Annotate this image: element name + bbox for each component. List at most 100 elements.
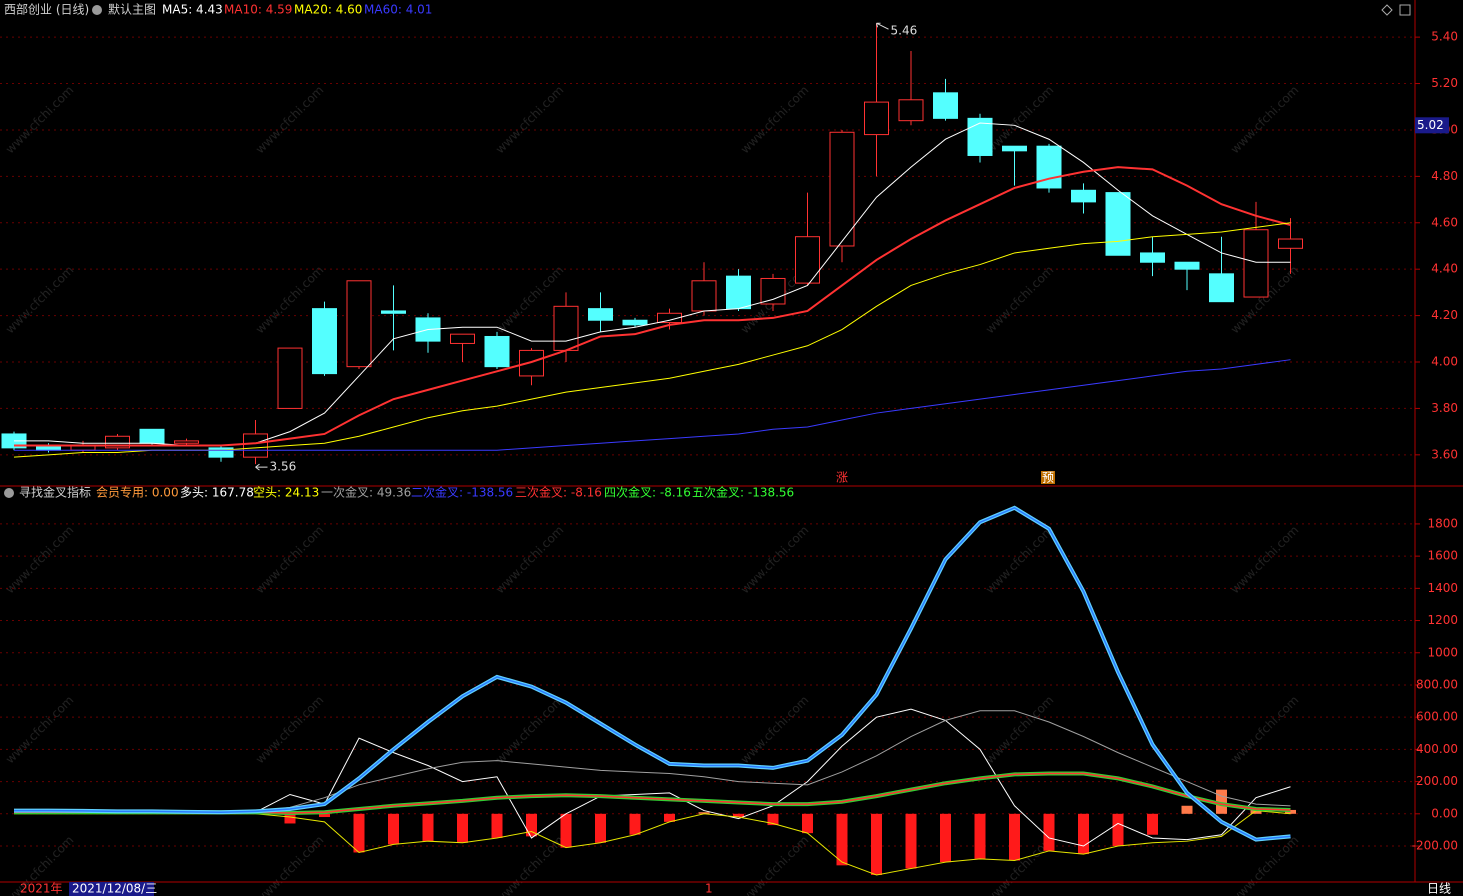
candle-body <box>346 280 372 368</box>
candle-body <box>795 236 820 284</box>
candle-body <box>726 275 751 310</box>
histogram-bar <box>698 812 710 814</box>
price-panel: 3.603.804.004.204.404.604.805.005.205.40… <box>0 22 1458 474</box>
indicator-legend: 一次金叉: 49.36 <box>321 485 411 500</box>
y-tick-label: 4.80 <box>1431 169 1458 183</box>
histogram-bar <box>1009 813 1020 861</box>
y-tick-label: 400.00 <box>1416 742 1458 756</box>
y-tick-label: 200.00 <box>1416 774 1458 788</box>
histogram-bar <box>1147 813 1158 835</box>
histogram-bar <box>1285 809 1296 814</box>
candle-body <box>588 308 613 321</box>
y-tick-label: 4.20 <box>1431 308 1458 322</box>
y-tick-label: 3.60 <box>1431 447 1458 461</box>
indicator-legend: 四次金叉: -8.16 <box>604 485 691 500</box>
histogram-bar <box>836 813 848 866</box>
indicator-legend: 三次金叉: -8.16 <box>515 485 602 500</box>
ma-line <box>14 166 1291 447</box>
candle-body <box>105 435 130 449</box>
histogram-bar <box>319 813 330 818</box>
footer-year: 2021年 <box>20 882 63 896</box>
candle-body <box>967 117 993 156</box>
histogram-bar <box>629 813 641 835</box>
ma-legend: MA5: 4.43 <box>162 3 223 17</box>
candle-body <box>208 447 234 458</box>
indicator-legend: 五次金叉: -138.56 <box>692 485 794 500</box>
y-tick-label: 1400 <box>1427 581 1458 595</box>
candle-body <box>519 349 544 377</box>
candle-body <box>657 312 682 324</box>
y-tick-label: 0.00 <box>1431 806 1458 820</box>
ma-legend: MA10: 4.59 <box>224 3 292 17</box>
candle-body <box>864 101 889 136</box>
candle-body <box>1209 273 1234 303</box>
ma-legend: MA60: 4.01 <box>364 3 432 17</box>
low-label: 3.56 <box>270 460 297 474</box>
y-tick-label: 600.00 <box>1416 710 1458 724</box>
footer-mark: 1 <box>705 882 713 896</box>
ma-legend: MA20: 4.60 <box>294 3 362 17</box>
indicator-line <box>14 506 1291 841</box>
cursor-price: 5.02 <box>1417 118 1444 132</box>
high-arrow <box>876 22 889 30</box>
indicator-panel: -200.00 0.00 200.00 400.00 600.00 800.00 1000 1… <box>0 505 1458 876</box>
period[interactable]: 日线 <box>1427 882 1451 896</box>
histogram-bar <box>802 813 813 834</box>
candle-body <box>1002 145 1027 152</box>
cursor-date-bg <box>69 882 154 896</box>
indicator-title: 寻找金叉指标 <box>19 485 91 500</box>
y-tick-label: 1600 <box>1427 549 1458 563</box>
indicator-legend: 空头: 24.13 <box>253 486 319 500</box>
histogram-bar <box>1043 813 1055 851</box>
histogram-bar <box>284 813 296 824</box>
indicator-legend: 会员专用: 0.00 <box>96 485 179 500</box>
indicator-legend: 多头: 167.78 <box>180 486 254 500</box>
icon-square[interactable] <box>1399 4 1411 16</box>
y-tick-label: 5.40 <box>1431 30 1458 44</box>
cursor-price-bg <box>1415 117 1449 134</box>
y-tick-label: 4.60 <box>1431 215 1458 229</box>
y-tick-label: 1000 <box>1427 645 1458 659</box>
histogram-bar <box>491 813 503 838</box>
candle-body <box>829 131 855 247</box>
marker: 涨 <box>836 470 848 485</box>
candle-body <box>1140 252 1165 263</box>
histogram-bar <box>1250 808 1262 814</box>
y-tick-label: 1200 <box>1427 613 1458 627</box>
candle-body <box>243 433 268 458</box>
candle-body <box>898 99 924 122</box>
histogram-bar <box>871 813 882 876</box>
y-tick-label: 5.20 <box>1431 76 1458 90</box>
y-tick-label: -200.00 <box>1412 839 1458 853</box>
icon-diamond[interactable] <box>1381 4 1393 16</box>
toggle-icon[interactable] <box>4 488 14 498</box>
histogram-bar <box>974 813 986 859</box>
histogram-bar <box>457 813 468 843</box>
candle-body <box>1174 261 1200 270</box>
candle-body <box>622 319 648 326</box>
histogram-bar <box>1112 813 1124 847</box>
histogram-bar <box>664 813 675 822</box>
histogram-bar <box>388 813 399 845</box>
cursor-date: 2021/12/08/三 <box>72 882 157 896</box>
template-name[interactable]: 默认主图 <box>108 2 156 17</box>
histogram-bar <box>940 813 951 863</box>
histogram-bar <box>767 813 779 826</box>
candle-body <box>139 428 165 444</box>
candle-body <box>381 310 406 314</box>
candle-body <box>312 308 337 375</box>
candle-body <box>484 335 510 368</box>
y-tick-label: 1800 <box>1427 516 1458 530</box>
marker: 预 <box>1042 471 1054 485</box>
candle-body <box>933 92 958 119</box>
histogram-bar <box>905 813 917 869</box>
toggle-icon[interactable] <box>92 5 102 15</box>
histogram-bar <box>733 813 744 818</box>
candle-body <box>174 440 199 444</box>
low-arrow <box>255 463 268 471</box>
candle-body <box>1071 189 1096 203</box>
marker-bg <box>1041 471 1055 484</box>
stock-title: 西部创业 (日线) <box>4 2 89 17</box>
